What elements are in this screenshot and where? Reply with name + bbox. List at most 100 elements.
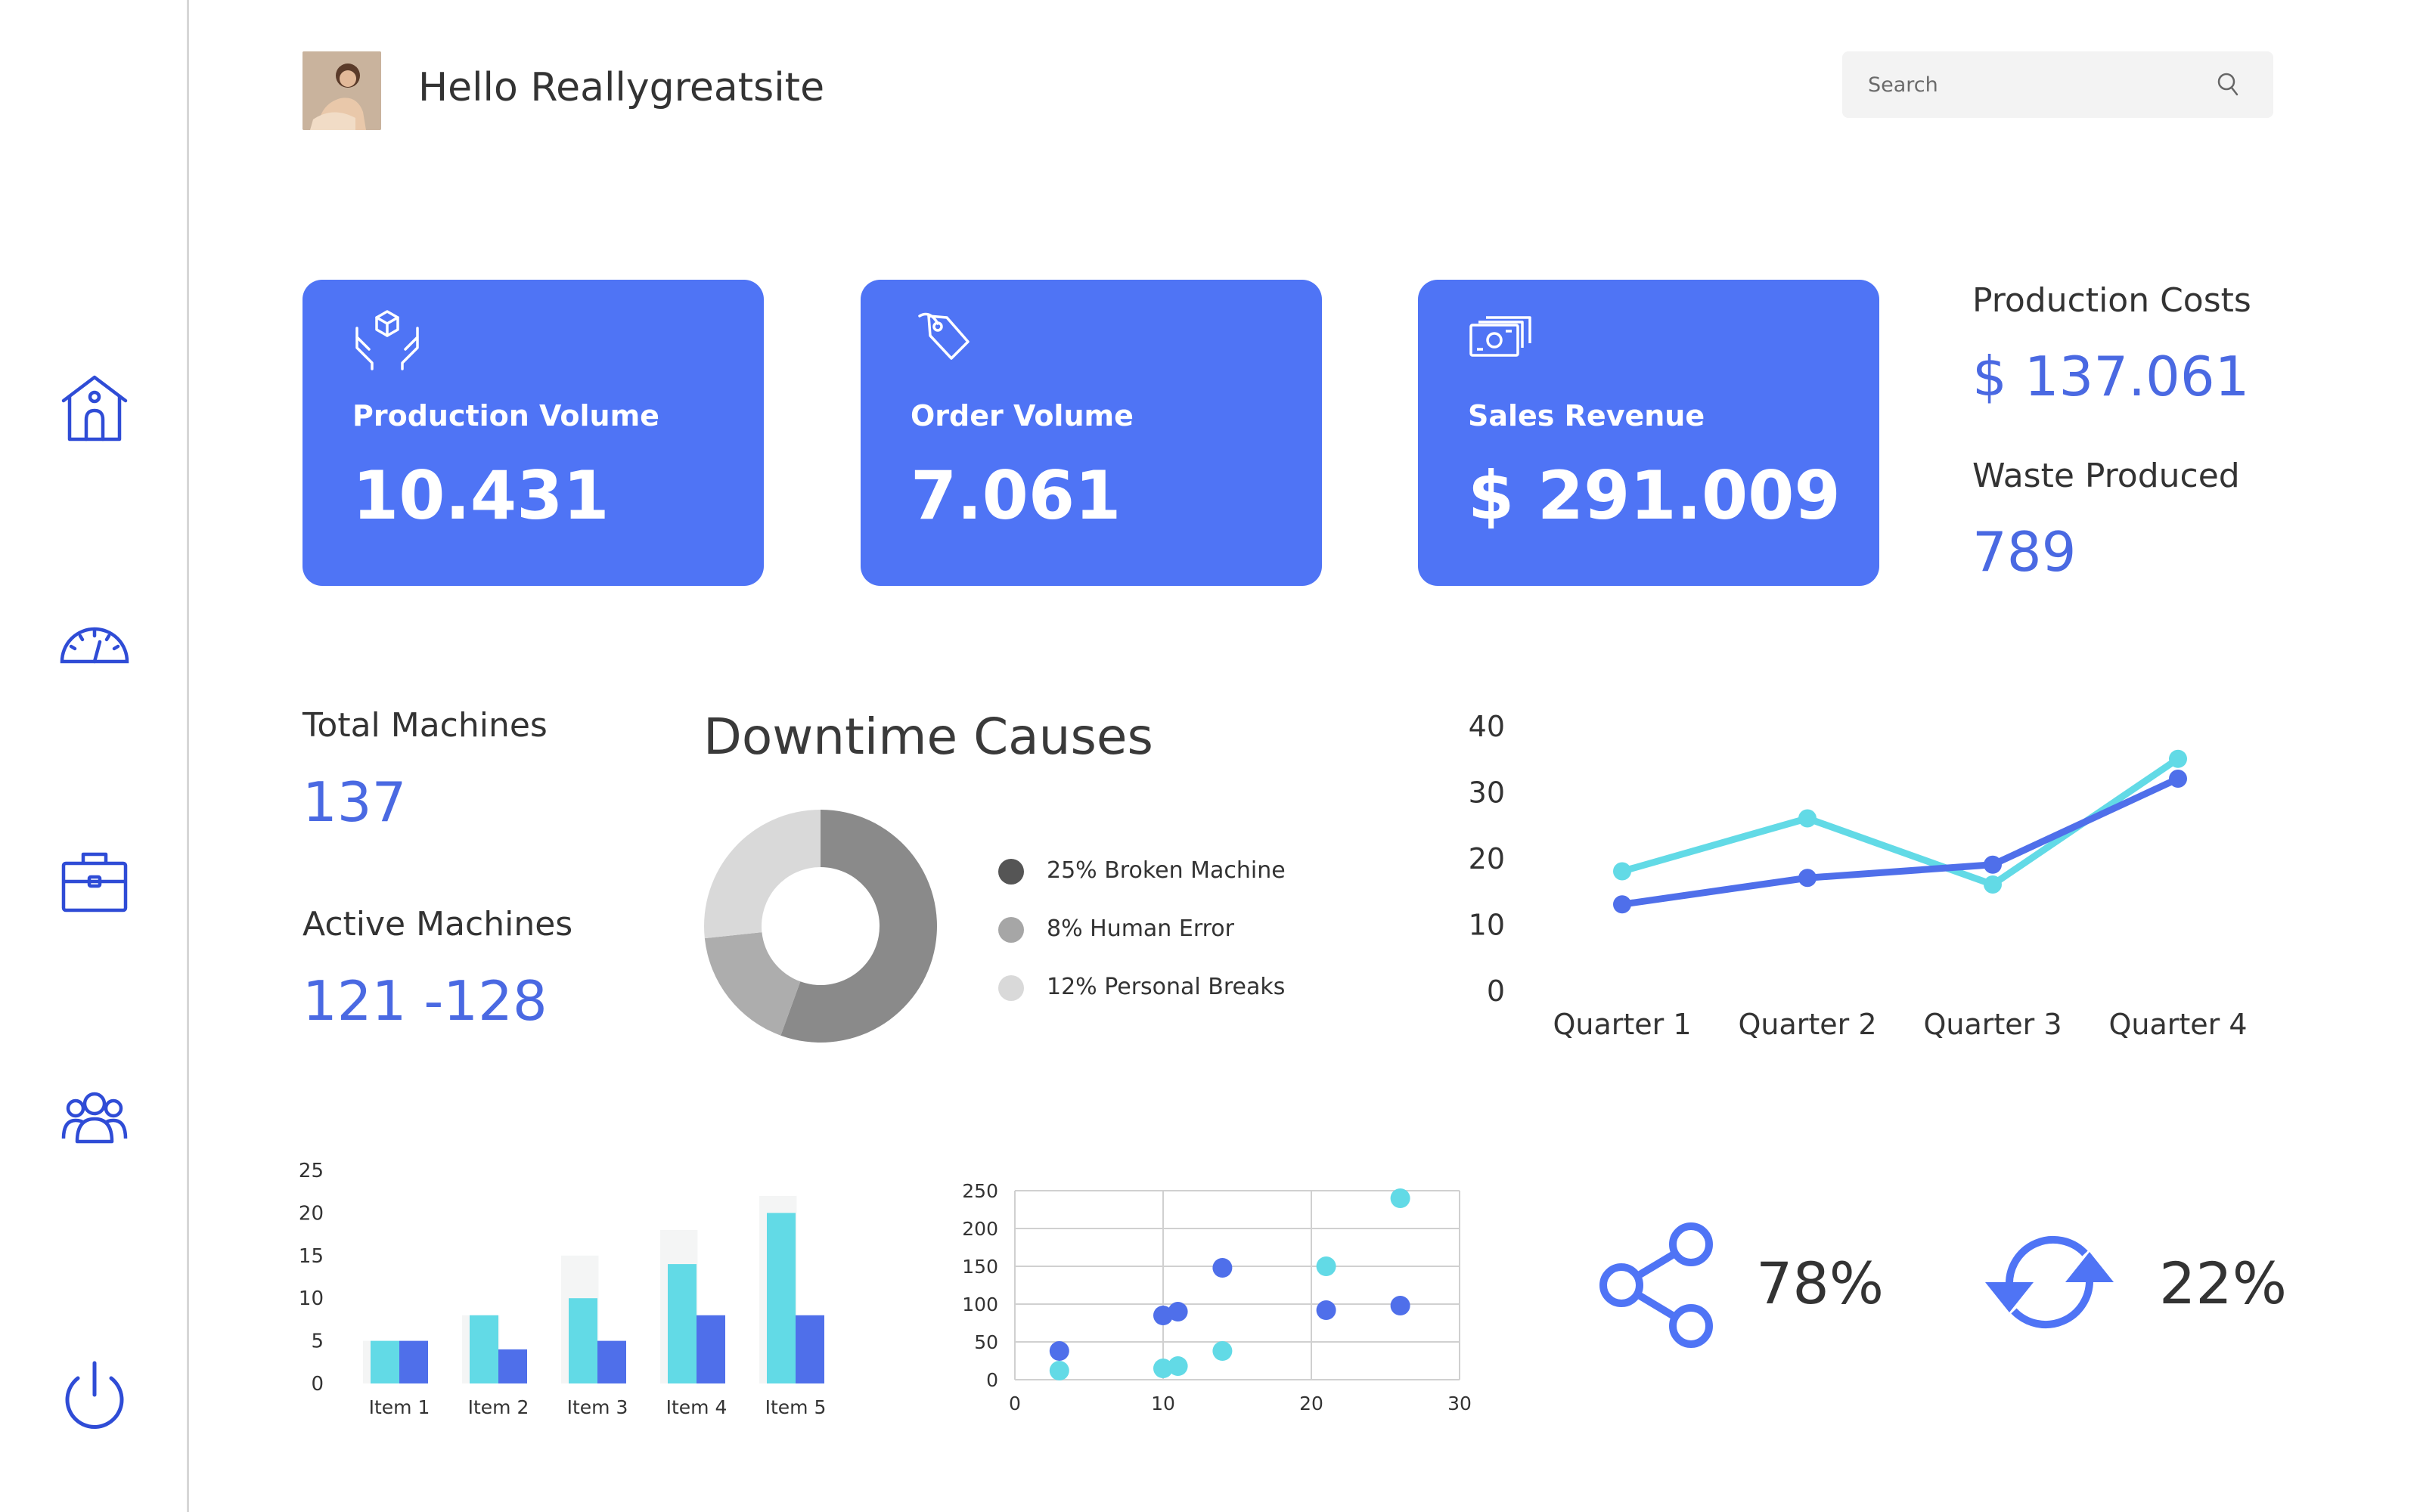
data-point: [1212, 1258, 1233, 1278]
data-point: [1168, 1302, 1188, 1321]
y-tick-label: 250: [962, 1180, 998, 1202]
cash-icon: [1465, 302, 1537, 375]
quarterly-line-chart: 0 10 20 30 40 Quarter 1 Quarter 2 Quarter 3 Quar…: [1469, 710, 2248, 1041]
bar: [767, 1213, 796, 1383]
card-label: Order Volume: [911, 399, 1134, 432]
x-tick-label: 0: [1009, 1393, 1021, 1414]
data-point: [1153, 1359, 1173, 1378]
card-label: Production Volume: [352, 399, 659, 432]
x-tick-label: 20: [1299, 1393, 1323, 1414]
hands-box-icon: [349, 302, 422, 375]
home-icon[interactable]: [53, 367, 136, 450]
x-tick-label: Item 2: [468, 1396, 529, 1418]
bar: [597, 1340, 626, 1383]
y-tick-label: 100: [962, 1294, 998, 1315]
bar: [399, 1340, 428, 1383]
search-bar: [1842, 51, 2273, 118]
legend-swatch: [998, 917, 1024, 943]
active-machines-value: 121 -128: [302, 969, 548, 1033]
data-point: [1798, 869, 1817, 888]
card-value: 10.431: [352, 457, 610, 534]
legend-label: 12% Personal Breaks: [1047, 974, 1286, 1000]
legend-swatch: [998, 975, 1024, 1001]
data-point: [1153, 1306, 1173, 1325]
y-tick-label: 30: [1469, 776, 1505, 810]
y-tick-label: 25: [299, 1160, 324, 1182]
production-costs-value: $ 137.061: [1972, 345, 2250, 408]
data-point: [1984, 855, 2002, 874]
y-tick-label: 10: [299, 1287, 324, 1310]
x-tick-label: Item 3: [567, 1396, 628, 1418]
y-tick-label: 10: [1469, 909, 1505, 942]
x-tick-label: Quarter 1: [1553, 1008, 1691, 1041]
y-tick-label: 0: [1487, 974, 1505, 1008]
data-point: [1316, 1256, 1336, 1276]
total-machines-value: 137: [302, 770, 407, 834]
y-tick-label: 50: [974, 1331, 998, 1353]
series-line: [1621, 775, 2180, 908]
data-point: [1390, 1188, 1410, 1208]
x-tick-label: Item 5: [765, 1396, 827, 1418]
data-point: [1613, 895, 1631, 914]
downtime-title: Downtime Causes: [703, 708, 1153, 766]
card-value: $ 291.009: [1468, 457, 1841, 534]
refresh-icon[interactable]: [1978, 1210, 2121, 1353]
y-tick-label: 40: [1469, 710, 1505, 743]
sidebar: [0, 0, 189, 1512]
y-tick-label: 5: [311, 1331, 324, 1353]
y-tick-label: 0: [311, 1373, 324, 1396]
bar: [498, 1349, 527, 1383]
y-tick-label: 200: [962, 1218, 998, 1240]
greeting-title: Hello Reallygreatsite: [418, 65, 825, 110]
active-machines-label: Active Machines: [302, 905, 573, 943]
legend-label: 25% Broken Machine: [1047, 857, 1286, 884]
donut-slice: [704, 810, 821, 939]
sales-revenue-card[interactable]: Sales Revenue $ 291.009: [1418, 280, 1879, 586]
bar: [569, 1298, 597, 1383]
tag-icon: [908, 302, 980, 375]
donut-slice: [780, 810, 937, 1043]
data-point: [1049, 1341, 1069, 1361]
x-tick-label: Item 4: [666, 1396, 728, 1418]
card-value: 7.061: [911, 457, 1122, 534]
search-icon[interactable]: [2213, 70, 2243, 100]
dashboard-gauge-icon[interactable]: [53, 603, 136, 686]
y-tick-label: 20: [1469, 842, 1505, 875]
data-point: [1390, 1296, 1410, 1315]
order-volume-card[interactable]: Order Volume 7.061: [861, 280, 1322, 586]
y-tick-label: 20: [299, 1202, 324, 1225]
bar: [371, 1340, 399, 1383]
share-percentage: 78%: [1756, 1250, 1884, 1317]
bar: [796, 1315, 824, 1383]
y-tick-label: 150: [962, 1256, 998, 1278]
x-tick-label: Quarter 4: [2108, 1008, 2247, 1041]
share-icon[interactable]: [1588, 1210, 1732, 1353]
data-point: [1212, 1341, 1233, 1361]
data-point: [2169, 770, 2187, 788]
x-tick-label: Quarter 2: [1738, 1008, 1876, 1041]
x-tick-label: Quarter 3: [1923, 1008, 2062, 1041]
team-icon[interactable]: [53, 1075, 136, 1158]
bar: [697, 1315, 725, 1383]
x-tick-label: 10: [1151, 1393, 1175, 1414]
production-volume-card[interactable]: Production Volume 10.431: [302, 280, 764, 586]
waste-produced-value: 789: [1972, 520, 2077, 584]
items-bar-chart: 0 5 10 15 20 25 Item 1 Item 2 Item 3 Item 4 Item 5: [299, 1160, 827, 1418]
x-tick-label: 30: [1447, 1393, 1472, 1414]
card-label: Sales Revenue: [1468, 399, 1705, 432]
data-point: [2169, 749, 2187, 768]
series-line: [1621, 756, 2180, 888]
data-point: [1613, 862, 1631, 881]
data-point: [1168, 1356, 1188, 1376]
search-input[interactable]: [1842, 51, 2205, 118]
donut-slice: [704, 932, 801, 1036]
refresh-percentage: 22%: [2159, 1250, 2287, 1317]
power-icon[interactable]: [53, 1356, 136, 1439]
briefcase-icon[interactable]: [53, 839, 136, 922]
waste-produced-label: Waste Produced: [1972, 457, 2240, 495]
x-tick-label: Item 1: [369, 1396, 430, 1418]
bar: [668, 1264, 697, 1383]
bar: [470, 1315, 498, 1383]
production-costs-label: Production Costs: [1972, 281, 2251, 320]
avatar[interactable]: [302, 51, 381, 130]
